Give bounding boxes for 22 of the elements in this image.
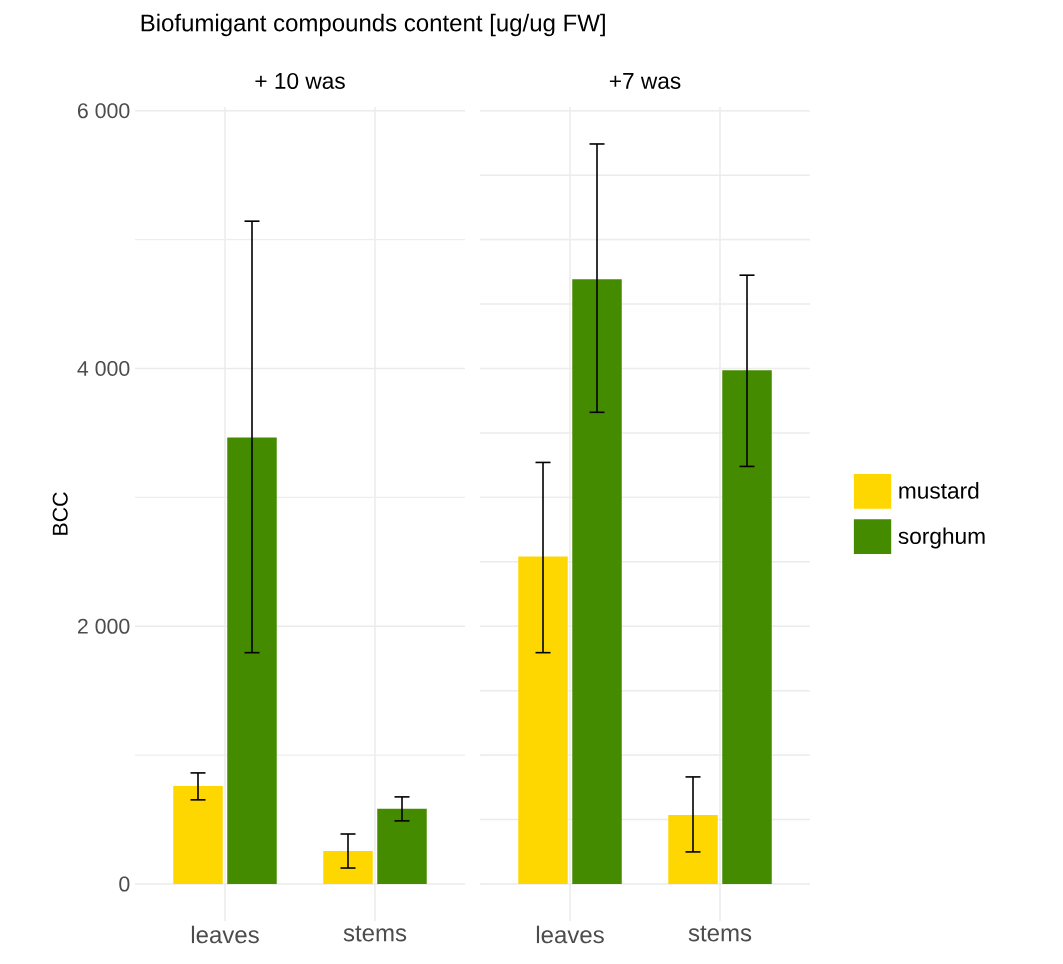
x-tick-label: leaves (191, 925, 259, 944)
bar (323, 851, 373, 885)
bar (668, 814, 718, 885)
y-axis-title: BCC (52, 492, 68, 535)
x-tick-label: stems (343, 925, 407, 942)
legend-label: mustard (899, 482, 979, 499)
y-tick-label: 4 000 (77, 360, 130, 377)
bar (572, 279, 622, 885)
bar (518, 556, 568, 885)
y-tick-label: 2 000 (77, 618, 130, 634)
bar (227, 437, 277, 885)
y-tick-label: 0 (119, 876, 130, 892)
x-tick-label: leaves (536, 925, 604, 944)
bar (173, 786, 223, 885)
bar (722, 370, 772, 885)
legend-label: sorghum (898, 527, 985, 549)
x-tick-label: stems (688, 925, 752, 942)
y-tick-label: 6 000 (77, 103, 130, 119)
bar (377, 808, 427, 885)
chart-title: +7 was (609, 73, 681, 89)
chart-title: + 10 was (255, 72, 345, 89)
text: Biofumigant compounds content [ug/ug FW] (141, 13, 605, 37)
